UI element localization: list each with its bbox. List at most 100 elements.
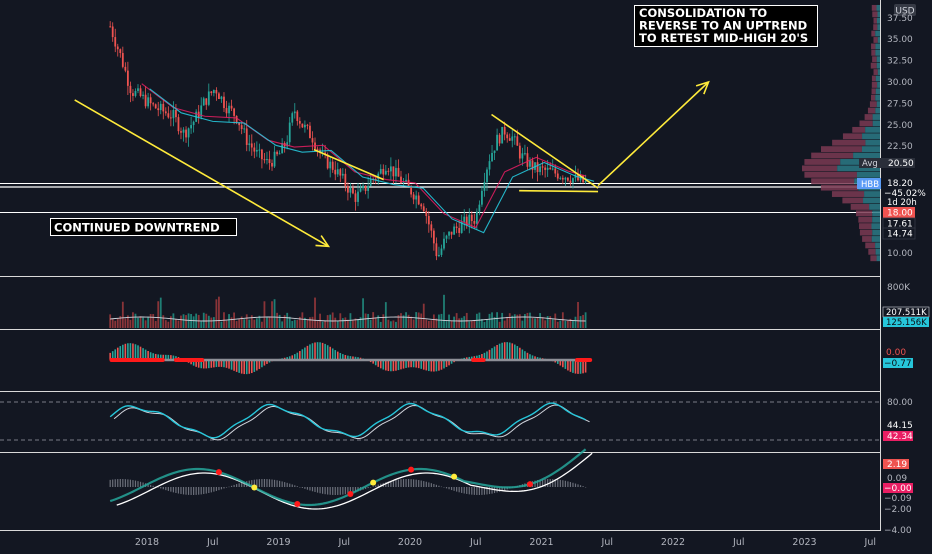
volume-bar [374, 317, 377, 328]
volume-bar [445, 321, 448, 328]
volume-bar [245, 314, 248, 328]
volume-bar [443, 294, 445, 328]
wave-hist-bar [162, 487, 164, 490]
wave-hist-bar [195, 487, 197, 495]
candle-body [225, 108, 228, 114]
volume-last-box [883, 317, 929, 327]
candle-body [498, 134, 501, 144]
wave-hist-bar [339, 487, 341, 495]
volume-profile-bar-down [859, 223, 872, 230]
trendline-drawings[interactable] [74, 80, 710, 248]
macd-hist-bar [223, 360, 225, 368]
wave-hist-bar [483, 487, 486, 495]
macd-hist-bar [422, 360, 425, 370]
macd-hist-bar [402, 360, 405, 369]
volume-bar [311, 316, 314, 328]
wave-hist-bar [435, 484, 438, 487]
volume-profile-bar-up [875, 248, 880, 255]
volume-bar [111, 319, 114, 328]
volume-bar [496, 312, 498, 328]
wave-hist-bar [450, 487, 453, 491]
candle-body [228, 105, 230, 114]
candle-body [311, 138, 314, 143]
macd-hist-bar [357, 357, 359, 360]
candle-body [144, 94, 147, 107]
candle-body [233, 108, 235, 116]
wave-hist-bar [322, 487, 324, 494]
volume-bar [109, 314, 112, 328]
price-axis[interactable]: USD 37.50 35.00 32.50 30.00 27.50 25.00 22.50 1… [857, 4, 926, 259]
stoch-axis[interactable]: 80.00 44.15 42.34 [883, 398, 913, 442]
volume-bar [468, 321, 471, 328]
candle-body [182, 129, 185, 133]
wave-hist-bar [445, 487, 448, 489]
candle-body [374, 178, 377, 180]
candle-body [407, 179, 410, 186]
price-tick: 25.00 [887, 121, 913, 131]
candle-body [420, 204, 423, 207]
wave-hist-bar [567, 481, 569, 487]
macd-hist-bar [579, 360, 582, 374]
wave-hist-bar [241, 482, 243, 487]
volume-bar [407, 314, 410, 328]
time-tick: Jul [469, 537, 481, 548]
stoch-value1: 44.15 [887, 421, 913, 431]
wave-axis[interactable]: 2.19 0.09 −0.00 −0.09 −2.00 −4.00 [883, 459, 913, 536]
candle-body [395, 167, 397, 177]
macd-axis[interactable]: 0.00 −0.77 [883, 347, 913, 369]
volume-bar [271, 301, 273, 328]
wave-hist-bar [213, 487, 215, 492]
volume-bar [129, 319, 132, 328]
volume-bar [250, 315, 253, 328]
wave-hist-bar [228, 486, 230, 488]
downtrend-note[interactable]: CONTINUED DOWNTREND [50, 218, 237, 236]
volume-bar [306, 319, 309, 328]
macd-hist-bar [261, 360, 263, 368]
macd-hist-bar [379, 360, 382, 369]
triangle-b-bottom [519, 189, 599, 193]
volume-profile-bar-down [873, 24, 878, 31]
volume-bar [493, 317, 496, 328]
macd-hist-bar [450, 360, 453, 364]
volume-profile-bar-down [832, 139, 866, 146]
downtrend-arrowhead [315, 235, 331, 248]
candle-body [192, 121, 195, 126]
macd-hist-bar [306, 345, 309, 360]
candle-body [438, 254, 440, 257]
wave-tick-4: −4.00 [884, 526, 912, 536]
volume-bar [430, 320, 433, 328]
macd-hist-bar [481, 354, 483, 360]
wave-hist-bar [448, 487, 450, 490]
macd-hist-bar [569, 360, 572, 372]
volume-bar [336, 320, 339, 328]
volume-profile-bar-up [877, 69, 880, 75]
macd-hist-bar [428, 360, 430, 372]
volume-bar [488, 313, 491, 328]
candle-body [357, 191, 359, 202]
macd-hist-bar [266, 360, 268, 364]
volume-bar [382, 314, 385, 328]
macd-hist-bar [412, 360, 415, 368]
volume-bar [415, 312, 418, 328]
candle-body [455, 226, 458, 229]
macd-hist-bar [342, 354, 344, 360]
macd-hist-bar [334, 350, 337, 360]
volume-bar [331, 312, 334, 328]
macd-hist-bar [488, 349, 491, 360]
wave-value1-box [883, 459, 909, 469]
volume-axis[interactable]: 800K 207.511K 125.156K [882, 283, 930, 328]
uptrend-note[interactable]: CONSOLIDATION TO REVERSE TO AN UPTREND TO … [634, 5, 818, 47]
wave-hist-bar [190, 487, 192, 495]
time-axis[interactable]: 2018 Jul 2019 Jul 2020 Jul 2021 Jul 2022 Jul 2023 J… [135, 537, 876, 548]
volume-bar [263, 301, 266, 328]
macd-hist-bar [521, 349, 524, 360]
macd-hist-bar [245, 360, 248, 375]
macd-hist-bar [208, 360, 210, 369]
candle-body [493, 150, 496, 153]
volume-bar [410, 316, 413, 328]
volume-profile-bar-down [868, 248, 876, 255]
macd-hist-bar [390, 360, 392, 372]
macd-hist-bar [352, 356, 354, 360]
volume-bar [167, 321, 170, 328]
